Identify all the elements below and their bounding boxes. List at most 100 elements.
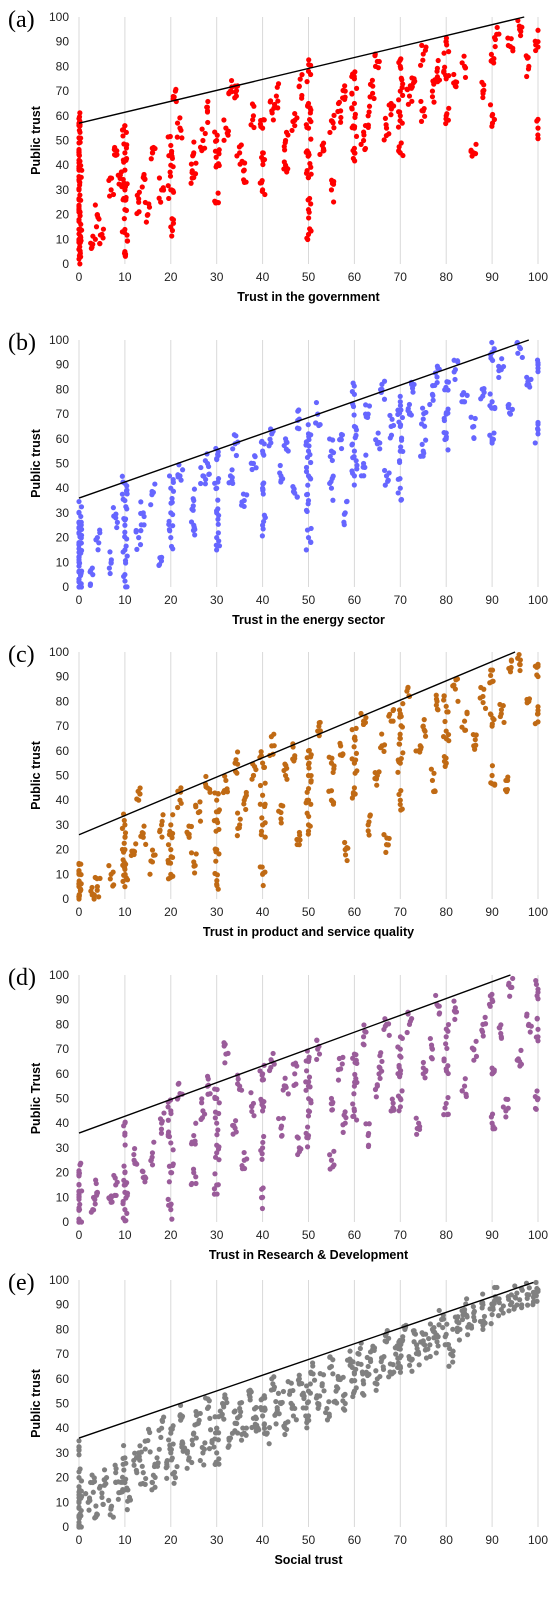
data-point [168,535,174,541]
data-point [170,1441,176,1447]
data-point [307,823,313,829]
data-point [373,1368,379,1374]
data-point [442,387,448,393]
data-point [212,1086,218,1092]
data-point [109,1199,115,1205]
data-point [212,1171,218,1177]
data-point [305,501,311,507]
data-point [330,120,336,126]
data-point [500,363,507,370]
x-tick-label: 70 [394,905,408,919]
x-tick-label: 20 [164,905,178,919]
data-point [285,1091,291,1097]
data-point [111,1172,117,1179]
data-point [434,1339,440,1345]
data-point [395,1044,401,1050]
data-point [381,137,387,143]
data-point [480,699,486,706]
data-point [308,801,314,807]
data-point [88,245,94,252]
data-point [281,1083,287,1089]
data-point [139,1463,145,1469]
data-point [338,431,345,438]
data-point [193,1174,199,1180]
data-point [534,1298,540,1304]
data-point [124,584,130,590]
data-point [397,731,403,737]
data-point [361,1392,367,1398]
data-point [232,1428,238,1434]
data-point [87,1497,93,1504]
data-point [390,706,397,713]
data-point [481,82,487,88]
data-point [462,65,468,71]
data-point [328,485,335,491]
data-point [481,1313,488,1320]
data-point [436,1011,442,1017]
data-point [258,180,265,186]
data-point [77,1466,83,1472]
data-point [280,1115,286,1121]
data-point [375,430,381,436]
data-point [184,829,190,835]
data-point [391,1107,397,1113]
data-point [377,745,384,751]
data-point [230,1131,236,1137]
data-point [441,429,447,436]
y-tick-label: 100 [49,10,69,24]
data-point [524,1011,530,1017]
data-point [96,894,102,900]
data-point [149,1162,156,1168]
data-point [261,1421,268,1427]
data-point [320,148,326,154]
data-point [303,800,309,806]
data-point [351,1083,357,1089]
y-tick-label: 30 [56,1141,70,1155]
data-point [459,1316,466,1323]
x-tick-label: 60 [348,270,362,284]
data-point [430,397,436,403]
data-point [144,212,150,218]
data-point [308,118,314,125]
data-point [446,1363,452,1369]
data-point [193,1180,199,1187]
y-tick-label: 60 [56,1067,70,1081]
data-point [110,869,116,875]
data-point [526,1285,532,1291]
data-point [397,118,403,124]
data-point [214,1450,220,1456]
data-point [205,463,212,470]
data-point [306,747,312,754]
data-point [281,1423,287,1429]
data-point [123,1195,129,1201]
data-point [330,1371,336,1377]
x-tick-label: 40 [256,905,270,919]
x-tick-label: 60 [348,905,362,919]
data-point [177,1412,183,1418]
data-point [465,1332,471,1338]
data-point [330,799,337,806]
data-point [350,1055,356,1061]
data-point [136,535,142,541]
data-point [360,464,366,470]
data-point [396,148,402,154]
data-point [258,749,264,755]
data-point [207,1091,213,1097]
data-point [198,464,204,471]
data-point [308,539,314,545]
data-point [308,476,314,482]
data-point [221,117,227,123]
data-point [435,1343,441,1349]
data-point [141,823,147,829]
data-point [148,858,154,864]
data-point [170,511,176,518]
data-point [294,1134,300,1140]
data-point [358,141,364,147]
data-point [316,1051,323,1057]
data-point [535,986,541,992]
data-point [506,1308,512,1314]
data-point [350,380,356,386]
data-point [258,1397,264,1403]
